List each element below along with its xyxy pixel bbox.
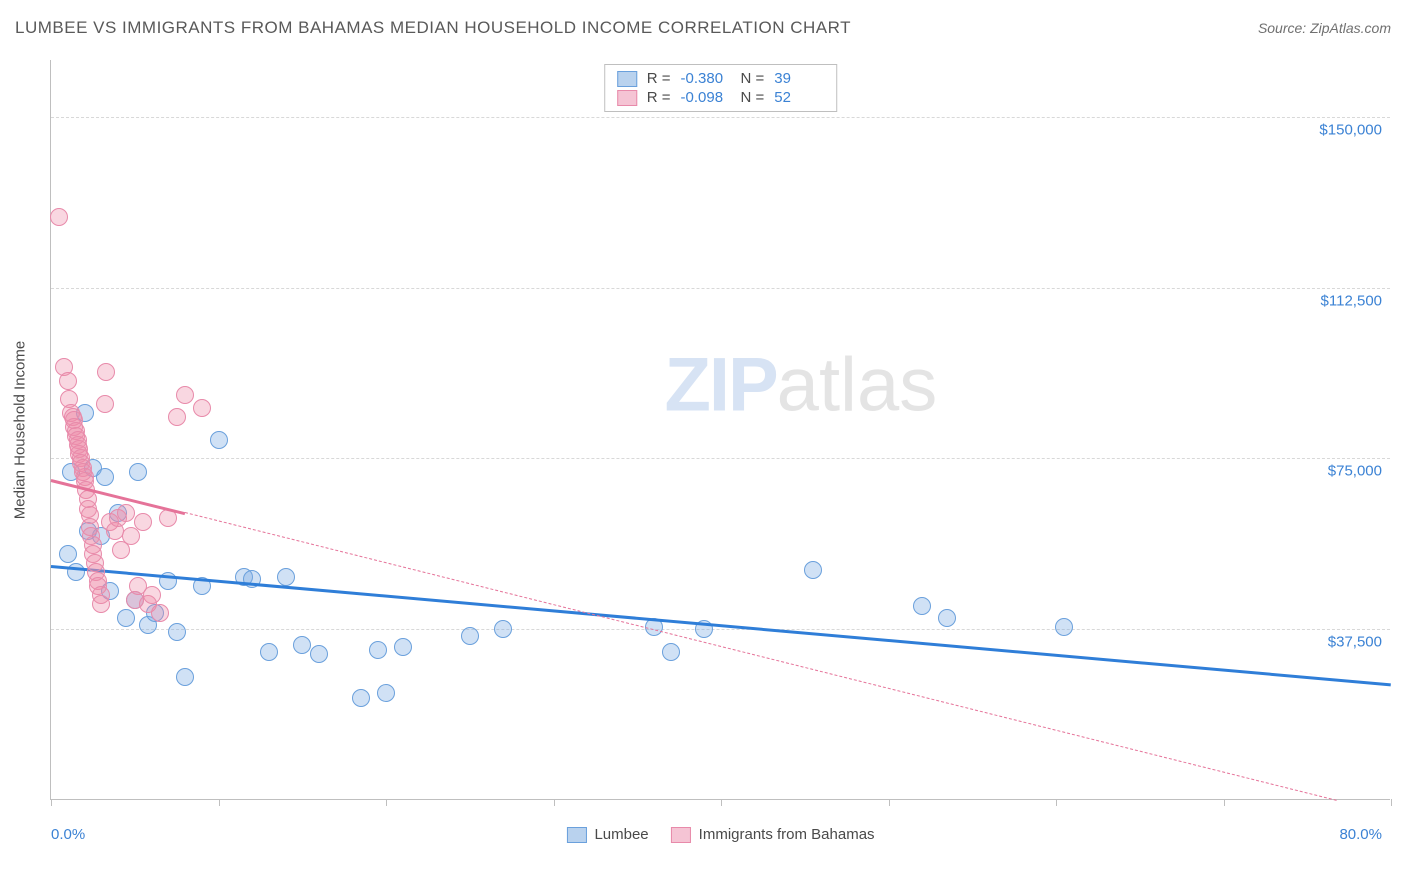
data-point	[117, 504, 135, 522]
y-tick-label: $37,500	[1328, 634, 1382, 651]
trend-line	[51, 565, 1391, 686]
legend-label: Lumbee	[594, 826, 648, 843]
data-point	[59, 372, 77, 390]
data-point	[352, 689, 370, 707]
data-point	[494, 620, 512, 638]
data-point	[168, 408, 186, 426]
data-point	[394, 638, 412, 656]
data-point	[151, 604, 169, 622]
data-point	[369, 641, 387, 659]
gridline	[51, 117, 1390, 118]
x-tick	[721, 799, 722, 806]
stats-row: R = -0.380 N = 39	[617, 69, 825, 88]
r-value: -0.098	[681, 89, 731, 106]
data-point	[176, 386, 194, 404]
legend-label: Immigrants from Bahamas	[699, 826, 875, 843]
data-point	[293, 636, 311, 654]
n-value: 52	[774, 89, 824, 106]
data-point	[59, 545, 77, 563]
y-tick-label: $150,000	[1319, 121, 1382, 138]
gridline	[51, 458, 1390, 459]
legend-swatch	[617, 71, 637, 87]
legend-swatch	[617, 90, 637, 106]
scatter-plot: ZIPatlas R =-0.380N =39R =-0.098N =52 Lu…	[50, 60, 1390, 800]
data-point	[97, 363, 115, 381]
n-value: 39	[774, 70, 824, 87]
r-label: R =	[647, 70, 671, 87]
x-axis-min: 0.0%	[51, 826, 85, 843]
data-point	[134, 513, 152, 531]
y-axis-label: Median Household Income	[12, 341, 29, 519]
data-point	[1055, 618, 1073, 636]
data-point	[210, 431, 228, 449]
r-value: -0.380	[681, 70, 731, 87]
data-point	[662, 643, 680, 661]
legend-item: Immigrants from Bahamas	[671, 826, 875, 843]
data-point	[913, 597, 931, 615]
source-citation: Source: ZipAtlas.com	[1258, 20, 1391, 36]
x-axis-max: 80.0%	[1339, 826, 1382, 843]
data-point	[92, 595, 110, 613]
chart-title: LUMBEE VS IMMIGRANTS FROM BAHAMAS MEDIAN…	[15, 18, 851, 38]
data-point	[143, 586, 161, 604]
chart-header: LUMBEE VS IMMIGRANTS FROM BAHAMAS MEDIAN…	[15, 18, 1391, 38]
legend-swatch	[566, 827, 586, 843]
data-point	[938, 609, 956, 627]
x-tick	[889, 799, 890, 806]
data-point	[96, 468, 114, 486]
data-point	[168, 623, 186, 641]
n-label: N =	[741, 70, 765, 87]
chart-area: Median Household Income ZIPatlas R =-0.3…	[50, 60, 1390, 800]
data-point	[96, 395, 114, 413]
data-point	[804, 561, 822, 579]
x-tick	[219, 799, 220, 806]
x-tick	[1224, 799, 1225, 806]
x-tick	[1056, 799, 1057, 806]
x-tick	[51, 799, 52, 806]
data-point	[193, 399, 211, 417]
y-tick-label: $112,500	[1321, 292, 1382, 309]
trend-line-extrapolated	[185, 512, 1337, 801]
stats-row: R = -0.098 N = 52	[617, 88, 825, 107]
gridline	[51, 629, 1390, 630]
stats-legend: R = -0.380 N = 39 R = -0.098 N = 52	[604, 64, 838, 112]
x-tick	[554, 799, 555, 806]
data-point	[260, 643, 278, 661]
data-point	[310, 645, 328, 663]
data-point	[50, 208, 68, 226]
data-point	[461, 627, 479, 645]
gridline	[51, 288, 1390, 289]
x-tick	[386, 799, 387, 806]
x-tick	[1391, 799, 1392, 806]
data-point	[129, 463, 147, 481]
data-point	[277, 568, 295, 586]
y-tick-label: $75,000	[1328, 463, 1382, 480]
legend-item: Lumbee	[566, 826, 648, 843]
data-point	[176, 668, 194, 686]
series-legend: Lumbee Immigrants from Bahamas	[566, 826, 874, 843]
data-point	[117, 609, 135, 627]
legend-swatch	[671, 827, 691, 843]
n-label: N =	[741, 89, 765, 106]
r-label: R =	[647, 89, 671, 106]
data-point	[377, 684, 395, 702]
watermark: ZIPatlas	[664, 342, 937, 429]
